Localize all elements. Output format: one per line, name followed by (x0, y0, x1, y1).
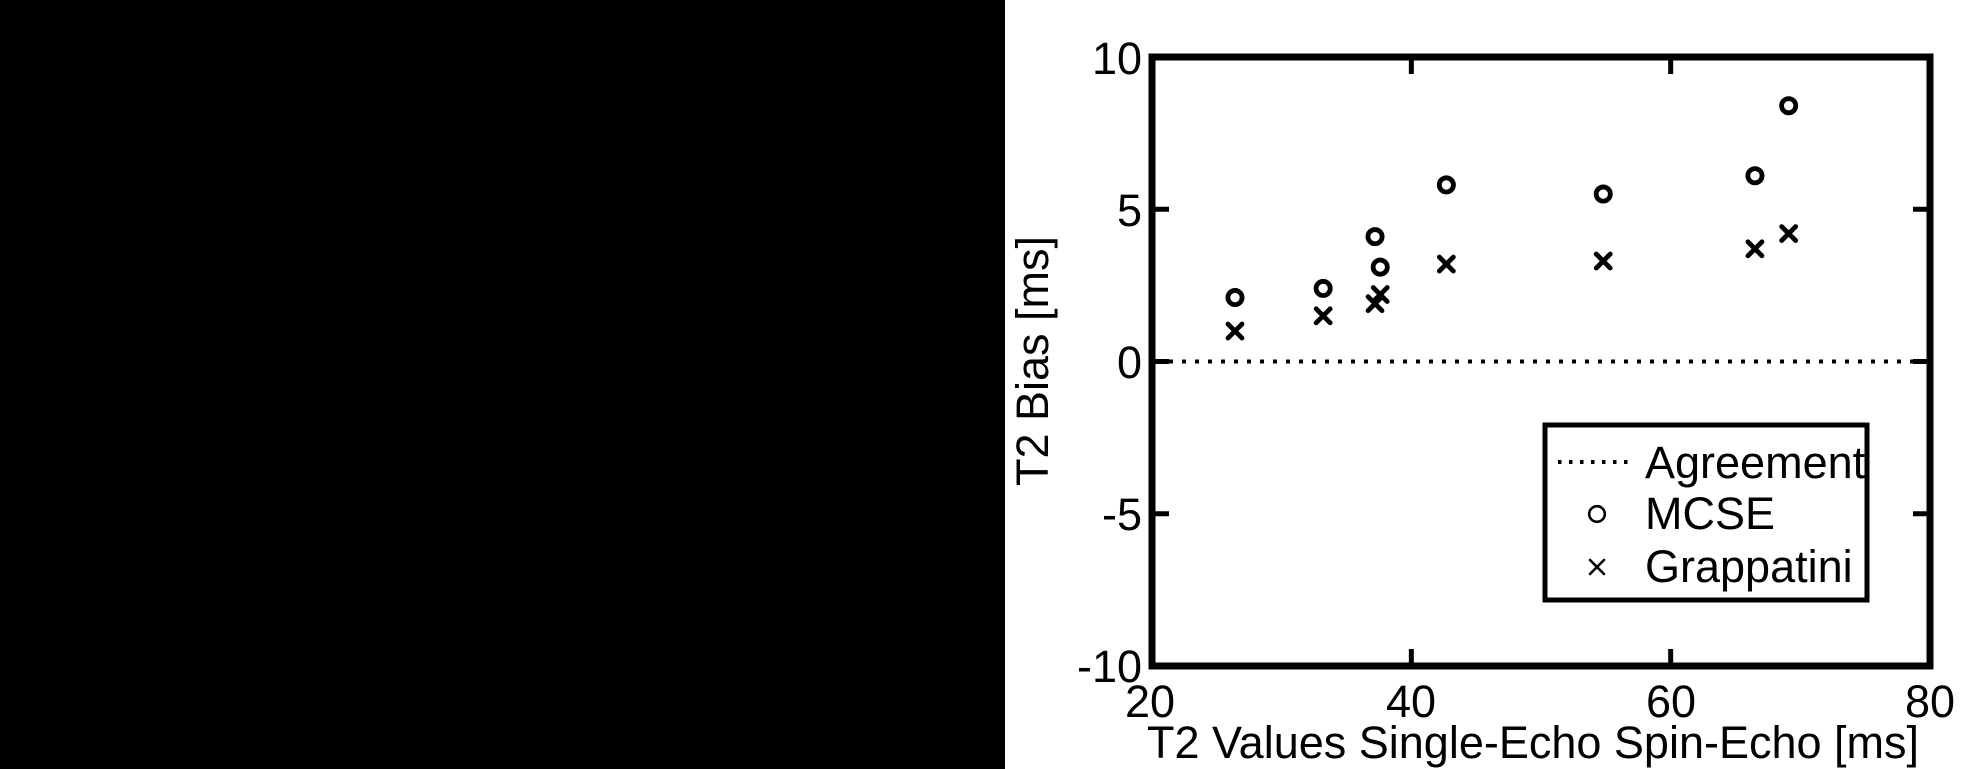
x-tick-40: 40 (1386, 676, 1436, 727)
y-tick-neg5: -5 (1102, 489, 1142, 540)
legend-label-grappatini: Grappatini (1645, 541, 1853, 592)
y-tick-neg10: -10 (1077, 641, 1142, 692)
y-tick-10: 10 (1092, 33, 1142, 84)
x-axis-label: T2 Values Single-Echo Spin-Echo [ms] (1147, 717, 1919, 768)
y-tick-5: 5 (1117, 185, 1142, 236)
grappatini-points (1225, 224, 1799, 341)
legend: Agreement MCSE Grappatini (1542, 422, 1870, 603)
legend-box (1542, 422, 1870, 603)
y-tick-0: 0 (1117, 337, 1142, 388)
legend-x-marker (1588, 558, 1606, 576)
mcse-points (1225, 96, 1799, 308)
y-tick-labels: 10 5 0 -5 -10 (1077, 33, 1142, 692)
scatter-plot: 10 5 0 -5 -10 20 40 60 80 T2 Values Sing… (1007, 33, 1955, 768)
black-background-region (0, 0, 1005, 769)
legend-circle-marker (1587, 504, 1607, 524)
axes-box (1148, 53, 1934, 670)
y-axis-label: T2 Bias [ms] (1007, 236, 1058, 486)
x-tick-80: 80 (1905, 676, 1955, 727)
x-tick-20: 20 (1125, 676, 1175, 727)
x-tick-labels: 20 40 60 80 (1125, 676, 1955, 727)
x-tick-60: 60 (1646, 676, 1696, 727)
legend-label-mcse: MCSE (1645, 488, 1775, 539)
legend-label-agreement: Agreement (1645, 437, 1866, 488)
